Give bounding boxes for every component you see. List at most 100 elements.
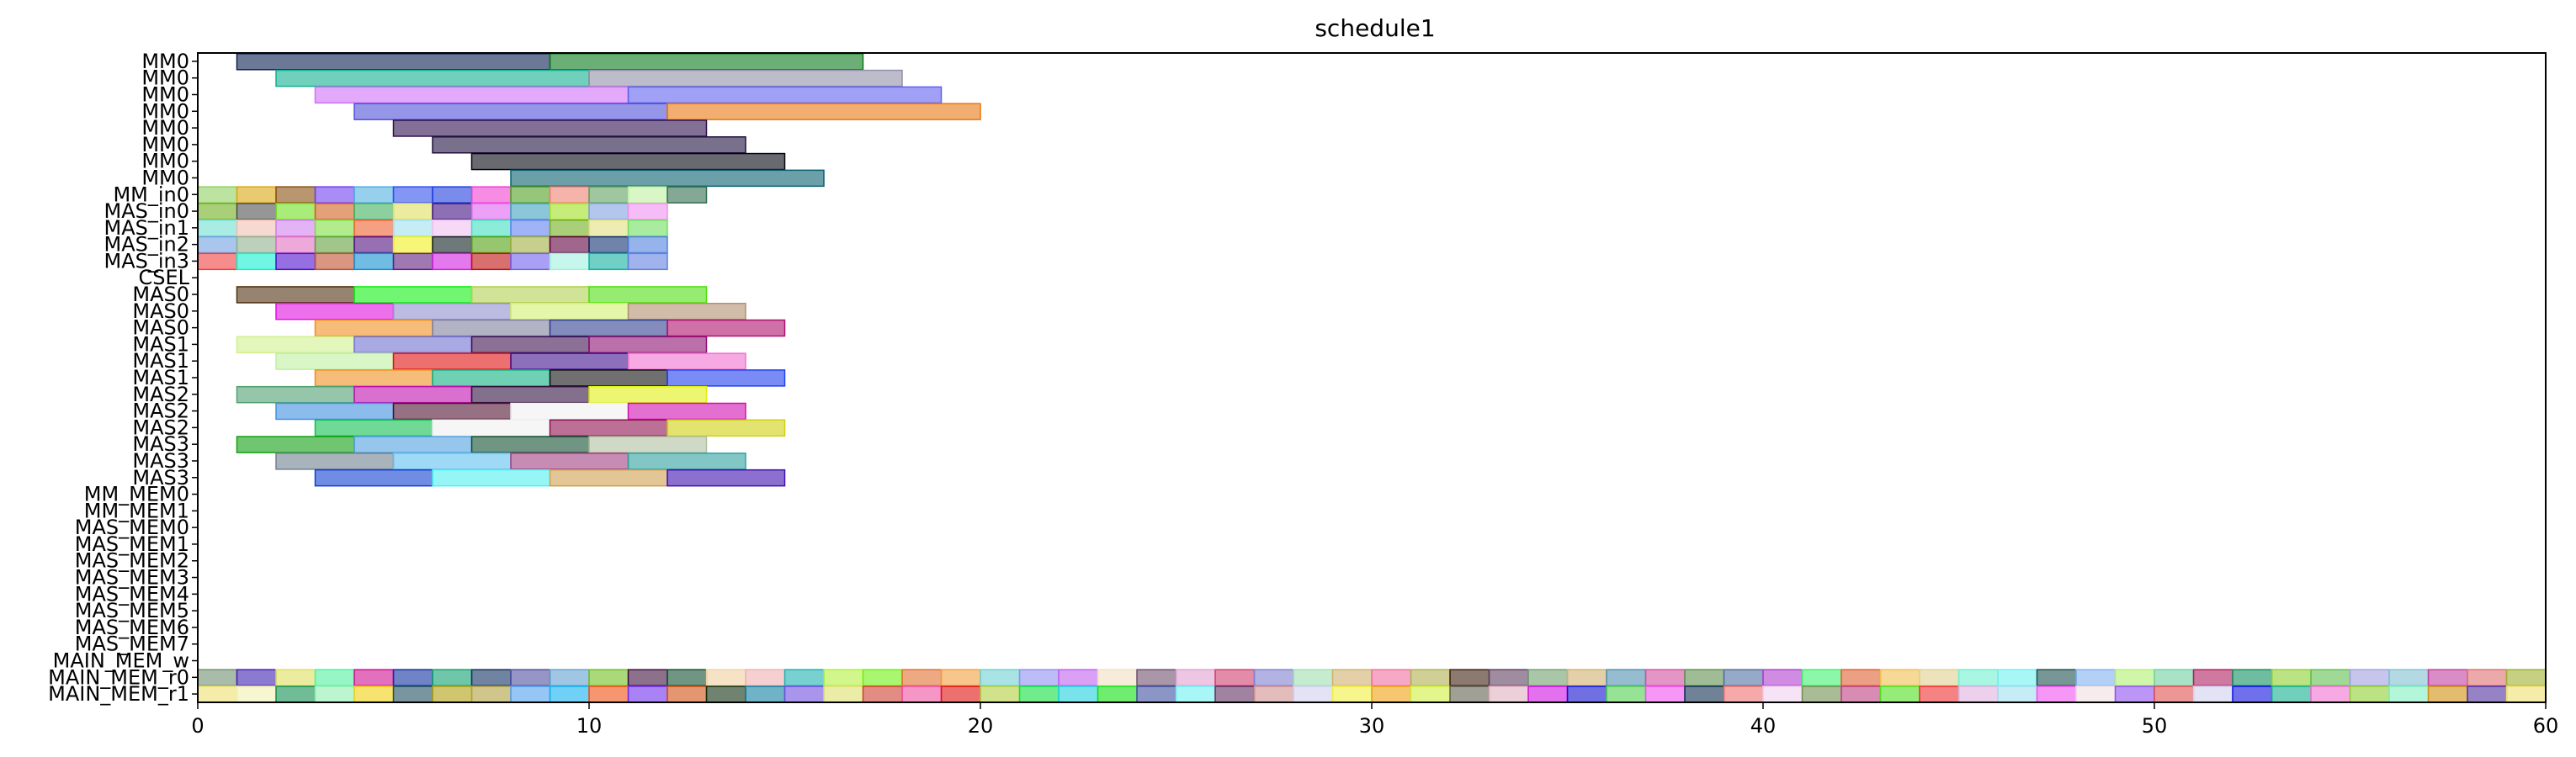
memory-slot-bar [2114, 686, 2155, 703]
y-tick-label: MAS1 [132, 332, 189, 356]
task-bar [549, 203, 590, 220]
y-tick-label: MAS_in1 [104, 216, 189, 240]
memory-slot-bar [510, 669, 551, 686]
memory-slot-bar [2075, 686, 2117, 703]
y-tick-label: MAS_in3 [104, 249, 189, 273]
task-bar [392, 203, 433, 220]
memory-slot-bar [1801, 669, 1842, 686]
memory-slot-bar [1097, 669, 1138, 686]
x-tick-label: 0 [191, 714, 204, 738]
task-bar [353, 236, 395, 254]
memory-slot-bar [197, 669, 238, 686]
task-bar [275, 186, 316, 204]
task-bar [236, 186, 277, 204]
task-bar [510, 219, 551, 237]
task-bar [667, 369, 786, 387]
task-bar [510, 453, 629, 470]
task-bar [314, 419, 433, 437]
memory-slot-bar [1488, 669, 1529, 686]
memory-slot-bar [627, 686, 668, 703]
memory-slot-bar [1684, 686, 1725, 703]
task-bar [627, 352, 746, 370]
memory-slot-bar [2154, 669, 2195, 686]
y-tick-label: MM0 [141, 150, 189, 173]
task-bar [588, 286, 708, 304]
task-bar [627, 453, 746, 470]
memory-slot-bar [432, 686, 473, 703]
y-tick-label: MAS2 [132, 400, 189, 423]
memory-slot-bar [353, 669, 395, 686]
task-bar [392, 453, 512, 470]
task-bar [275, 453, 395, 470]
memory-slot-bar [1723, 669, 1764, 686]
y-tick-label: MAS_MEM6 [75, 616, 189, 639]
memory-slot-bar [1606, 686, 1647, 703]
task-bar [588, 336, 708, 354]
y-tick-label: MAS3 [132, 466, 189, 490]
bars-layer [197, 53, 2547, 703]
y-axis-labels: MM0MM0MM0MM0MM0MM0MM0MM0MM_in0MAS_in0MAS… [48, 50, 198, 706]
y-tick-label: MAIN_MEM_r0 [48, 665, 189, 689]
task-bar [627, 203, 668, 220]
y-tick-label: MAS_MEM7 [75, 633, 189, 656]
task-bar [432, 468, 551, 487]
y-tick-label: MAS0 [132, 316, 189, 340]
task-bar [236, 203, 277, 220]
memory-slot-bar [1253, 686, 1294, 703]
memory-slot-bar [2036, 669, 2077, 686]
y-tick-label: MAS_in0 [104, 199, 189, 223]
task-bar [627, 302, 746, 320]
memory-slot-bar [2232, 686, 2273, 703]
memory-slot-bar [470, 669, 512, 686]
task-bar [275, 236, 316, 254]
task-bar [236, 385, 355, 404]
task-bar [314, 369, 433, 387]
memory-slot-bar [1293, 686, 1334, 703]
task-bar [353, 436, 473, 453]
task-bar [314, 186, 355, 204]
memory-slot-bar [2467, 669, 2508, 686]
memory-slot-bar [705, 686, 746, 703]
task-bar [549, 236, 590, 254]
memory-slot-bar [1566, 686, 1607, 703]
task-bar [432, 236, 473, 254]
memory-slot-bar [2271, 686, 2312, 703]
memory-slot-bar [314, 669, 355, 686]
memory-slot-bar [1644, 686, 1686, 703]
memory-slot-bar [2310, 669, 2351, 686]
task-bar [197, 219, 238, 237]
task-bar [627, 86, 943, 104]
y-tick-label: MM_MEM0 [84, 483, 189, 506]
task-bar [353, 385, 473, 404]
memory-slot-bar [549, 669, 590, 686]
memory-slot-bar [2467, 686, 2508, 703]
memory-slot-bar [549, 686, 590, 703]
task-bar [275, 203, 316, 220]
y-tick-label: MAS_MEM2 [75, 549, 189, 573]
y-tick-label: MAS2 [132, 383, 189, 406]
task-bar [627, 236, 668, 254]
task-bar [353, 219, 395, 237]
y-tick-label: MAIN_MEM_w [53, 649, 189, 673]
memory-slot-bar [1957, 669, 1999, 686]
memory-slot-bar [2427, 686, 2468, 703]
memory-slot-bar [588, 686, 629, 703]
memory-slot-bar [2427, 669, 2468, 686]
memory-slot-bar [1919, 669, 1960, 686]
memory-slot-bar [1371, 686, 1412, 703]
memory-slot-bar [1644, 669, 1686, 686]
memory-slot-bar [2114, 669, 2155, 686]
memory-slot-bar [1919, 686, 1960, 703]
memory-slot-bar [1058, 686, 1099, 703]
memory-slot-bar [2310, 686, 2351, 703]
memory-slot-bar [940, 669, 981, 686]
memory-slot-bar [980, 669, 1021, 686]
y-tick-label: MM_in0 [113, 183, 189, 206]
memory-slot-bar [392, 686, 433, 703]
y-tick-label: MM0 [141, 116, 189, 140]
plot-frame [197, 52, 2547, 703]
task-bar [392, 119, 708, 137]
task-bar [353, 336, 473, 354]
task-bar [588, 252, 629, 271]
task-bar [314, 86, 629, 104]
